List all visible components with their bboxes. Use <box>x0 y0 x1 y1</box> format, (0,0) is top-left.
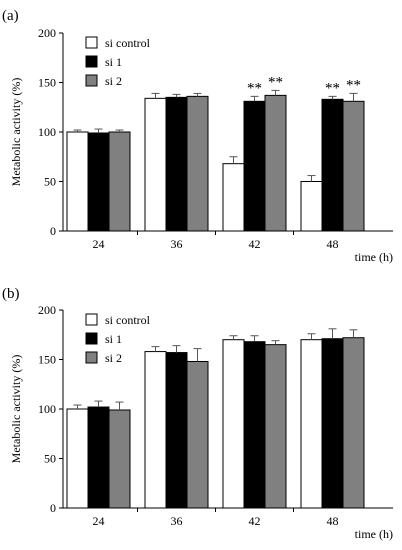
bar-si-2-36 <box>186 95 209 232</box>
bar-si-1-36 <box>165 352 188 509</box>
bar-si-2-48 <box>342 337 365 509</box>
bar-si-control-48 <box>300 181 323 232</box>
bar-si-2-24 <box>108 131 131 232</box>
x-tick-label: 36 <box>171 237 183 251</box>
significance-marker: ** <box>346 77 361 93</box>
bar-si-1-42 <box>243 100 266 232</box>
bar-si-1-24 <box>87 132 110 232</box>
y-tick-label: 200 <box>38 26 56 40</box>
legend-label: si 1 <box>105 332 122 346</box>
x-tick-label: 24 <box>93 514 105 528</box>
x-axis-label: time (h) <box>355 250 393 264</box>
significance-marker: ** <box>268 74 283 90</box>
y-tick-label: 150 <box>38 76 56 90</box>
legend-label: si 1 <box>105 55 122 69</box>
y-tick-label: 0 <box>50 501 56 515</box>
y-tick-label: 200 <box>38 303 56 317</box>
x-tick-label: 24 <box>93 237 105 251</box>
legend-swatch-si-1 <box>85 332 98 345</box>
bar-si-2-42 <box>264 94 287 232</box>
x-tick-label: 42 <box>249 514 261 528</box>
bar-si-control-48 <box>300 339 323 509</box>
y-tick-label: 0 <box>50 224 56 238</box>
bar-si-control-42 <box>222 163 245 232</box>
bar-si-control-36 <box>144 351 167 509</box>
legend-swatch-si-2 <box>85 351 98 364</box>
y-tick-label: 100 <box>38 125 56 139</box>
legend-swatch-si-1 <box>85 55 98 68</box>
y-tick-label: 150 <box>38 353 56 367</box>
x-axis-label: time (h) <box>355 527 393 541</box>
bar-si-2-24 <box>108 409 131 509</box>
x-tick-label: 48 <box>327 514 339 528</box>
y-tick-label: 100 <box>38 402 56 416</box>
bar-si-1-24 <box>87 406 110 509</box>
legend-swatch-si-2 <box>85 74 98 87</box>
bar-si-1-42 <box>243 341 266 509</box>
x-tick-label: 42 <box>249 237 261 251</box>
bar-si-control-42 <box>222 339 245 509</box>
legend-label: si 2 <box>105 74 122 88</box>
bar-si-1-48 <box>321 98 344 232</box>
y-axis-label: Metabolic activity (%) <box>9 78 23 187</box>
panel-label: (b) <box>2 286 20 302</box>
legend-label: si control <box>105 36 151 50</box>
bar-si-1-48 <box>321 338 344 509</box>
y-axis-label: Metabolic activity (%) <box>9 355 23 464</box>
legend-swatch-si-control <box>85 36 98 49</box>
bar-si-1-36 <box>165 96 188 232</box>
panel-label: (a) <box>2 8 19 24</box>
chart-panel-a: (a) 0 50 100 150 200 Metabolic activity (%) 24 3… <box>2 8 393 264</box>
legend-swatch-si-control <box>85 313 98 326</box>
x-tick-label: 36 <box>171 514 183 528</box>
x-tick-label: 48 <box>327 237 339 251</box>
bar-si-control-24 <box>66 408 89 509</box>
bar-si-control-24 <box>66 131 89 232</box>
bar-si-2-42 <box>264 344 287 509</box>
y-tick-label: 50 <box>44 452 56 466</box>
y-tick-label: 50 <box>44 175 56 189</box>
legend-label: si 2 <box>105 351 122 365</box>
legend-label: si control <box>105 313 151 327</box>
chart-panel-b: (b) 0 50 100 150 200 Metabolic activity (%) 24 3… <box>2 286 393 541</box>
bar-si-2-48 <box>342 100 365 232</box>
significance-marker: ** <box>247 80 262 96</box>
bar-si-2-36 <box>186 360 209 509</box>
significance-marker: ** <box>325 80 340 96</box>
bar-si-control-36 <box>144 97 167 232</box>
